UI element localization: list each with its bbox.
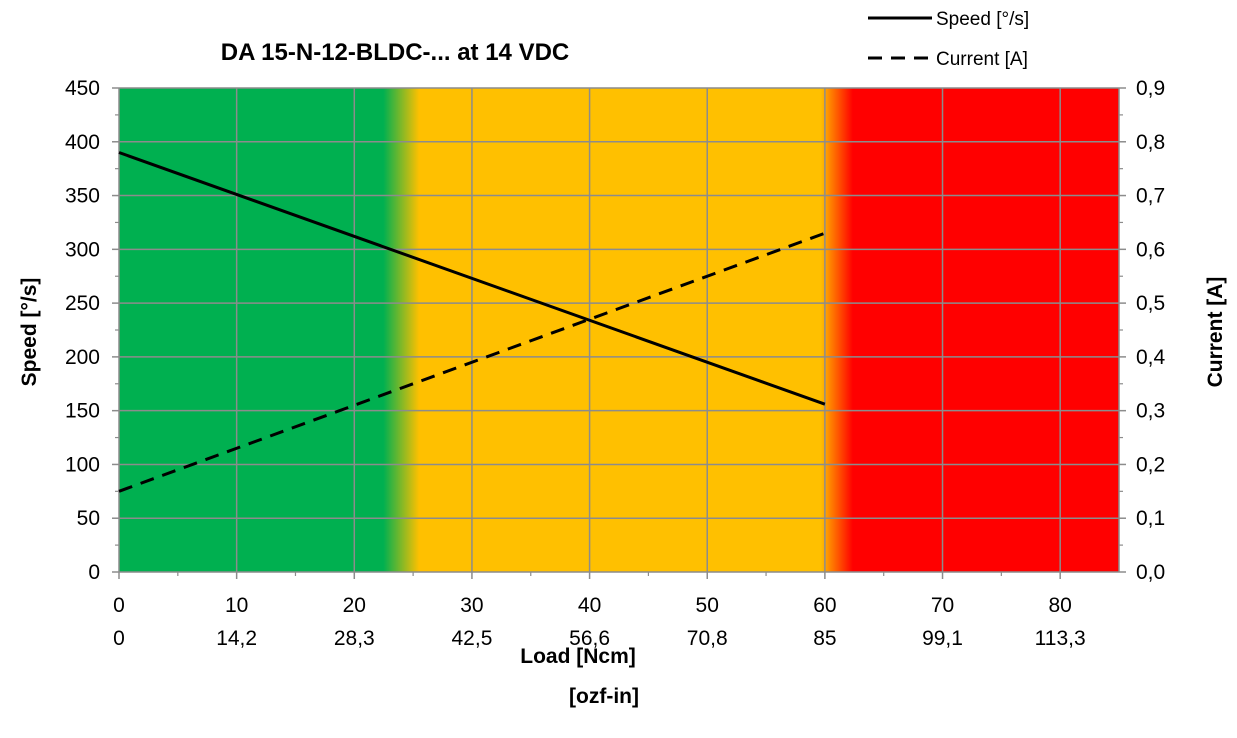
legend-label-current: Current [A] [936,49,1028,70]
x-tick-label: 30 [460,594,483,617]
chart-title: DA 15-N-12-BLDC-... at 14 VDC [221,39,570,66]
y2-tick-label: 0,7 [1136,185,1165,208]
y-tick-label: 150 [65,400,100,423]
x-secondary-tick-label: 14,2 [216,627,257,650]
y-tick-label: 350 [65,185,100,208]
y2-tick-label: 0,9 [1136,77,1165,100]
current-series-line [118,231,826,493]
y2-tick-label: 0,4 [1136,346,1166,369]
speed-series-line [118,151,826,406]
x-secondary-tick-label: 56,6 [569,627,610,650]
y-tick-label: 300 [65,238,100,261]
x-tick-label: 0 [113,594,125,617]
x-secondary-tick-label: 28,3 [334,627,375,650]
y-tick-label: 0 [88,561,100,584]
y2-axis-title: Current [A] [1204,277,1227,388]
x-secondary-tick-label: 42,5 [452,627,493,650]
y2-tick-label: 0,8 [1136,131,1165,154]
y-tick-label: 100 [65,453,100,476]
y2-tick-label: 0,6 [1136,238,1165,261]
y2-tick-label: 0,3 [1136,400,1165,423]
x-secondary-tick-label: 99,1 [922,627,963,650]
x-tick-label: 20 [343,594,366,617]
tick-labels: 0 10 20 30 40 50 60 70 80 0 14,2 28,3 42,5 56,6 70,8 85… [65,77,1166,650]
y2-tick-label: 0,5 [1136,292,1165,315]
y2-tick-label: 0,1 [1136,507,1165,530]
y-tick-label: 450 [65,77,100,100]
x-secondary-tick-label: 85 [813,627,836,650]
x-tick-label: 50 [696,594,719,617]
x-secondary-tick-label: 113,3 [1035,627,1086,650]
x-axis-title: Load [Ncm] [520,645,636,668]
x-axis-secondary-title: [ozf-in] [569,685,639,708]
y-tick-label: 200 [65,346,100,369]
gridlines [119,87,1119,572]
series-lines [118,151,826,493]
y-tick-label: 50 [77,507,100,530]
y2-tick-label: 0,0 [1136,561,1165,584]
axes [112,87,1126,579]
x-tick-label: 10 [225,594,248,617]
x-tick-label: 60 [813,594,836,617]
legend: Speed [°/s] Current [A] [868,9,1029,70]
x-tick-label: 40 [578,594,601,617]
x-secondary-tick-label: 70,8 [687,627,728,650]
x-tick-label: 70 [931,594,954,617]
legend-label-speed: Speed [°/s] [936,9,1029,30]
x-secondary-tick-label: 0 [113,627,125,650]
x-tick-label: 80 [1048,594,1071,617]
y-tick-label: 400 [65,131,100,154]
y2-tick-label: 0,2 [1136,453,1165,476]
y-axis-title: Speed [°/s] [18,278,41,387]
y-tick-label: 250 [65,292,100,315]
